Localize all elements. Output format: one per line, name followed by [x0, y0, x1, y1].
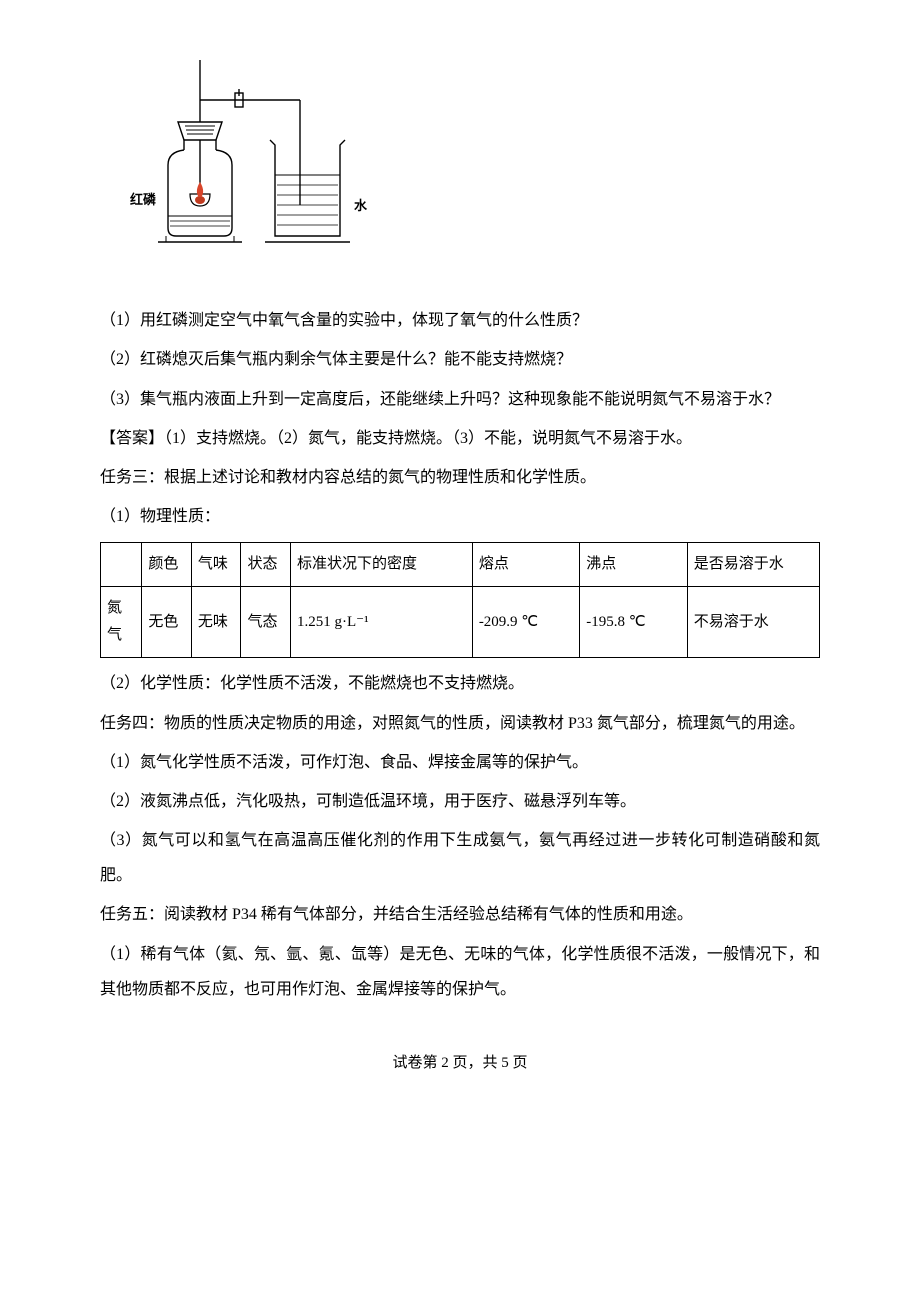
question-1: （1）用红磷测定空气中氧气含量的实验中，体现了氧气的什么性质？ [100, 303, 820, 338]
task5-title: 任务五：阅读教材 P34 稀有气体部分，并结合生活经验总结稀有气体的性质和用途。 [100, 897, 820, 932]
task4-title: 任务四：物质的性质决定物质的用途，对照氮气的性质，阅读教材 P33 氮气部分，梳… [100, 706, 820, 741]
apparatus-diagram: 红磷 水 [130, 60, 820, 293]
table-header-cell: 标准状况下的密度 [291, 543, 473, 587]
task3-title: 任务三：根据上述讨论和教材内容总结的氮气的物理性质和化学性质。 [100, 460, 820, 495]
label-water: 水 [354, 198, 368, 213]
table-header-cell: 是否易溶于水 [687, 543, 819, 587]
table-header-cell [101, 543, 142, 587]
table-cell: 无色 [142, 587, 192, 658]
task3-phys-label: （1）物理性质： [100, 499, 820, 534]
label-phosphorus: 红磷 [130, 192, 157, 207]
table-header-row: 颜色 气味 状态 标准状况下的密度 熔点 沸点 是否易溶于水 [101, 543, 820, 587]
table-cell: 气态 [241, 587, 291, 658]
question-2: （2）红磷熄灭后集气瓶内剩余气体主要是什么？能不能支持燃烧？ [100, 342, 820, 377]
page-footer: 试卷第 2 页，共 5 页 [100, 1047, 820, 1080]
table-header-cell: 沸点 [580, 543, 687, 587]
table-header-cell: 颜色 [142, 543, 192, 587]
task4-item-3: （3）氮气可以和氢气在高温高压催化剂的作用下生成氨气，氨气再经过进一步转化可制造… [100, 823, 820, 893]
table-header-cell: 气味 [191, 543, 241, 587]
task4-item-1: （1）氮气化学性质不活泼，可作灯泡、食品、焊接金属等的保护气。 [100, 745, 820, 780]
table-cell: 氮气 [101, 587, 142, 658]
table-header-cell: 熔点 [472, 543, 579, 587]
answer-text: 【答案】（1）支持燃烧。（2）氮气，能支持燃烧。（3）不能，说明氮气不易溶于水。 [100, 421, 820, 456]
table-cell: 1.251 g·L⁻¹ [291, 587, 473, 658]
properties-table: 颜色 气味 状态 标准状况下的密度 熔点 沸点 是否易溶于水 氮气 无色 无味 … [100, 542, 820, 658]
table-cell: -209.9 ℃ [472, 587, 579, 658]
table-header-cell: 状态 [241, 543, 291, 587]
table-cell: -195.8 ℃ [580, 587, 687, 658]
question-3: （3）集气瓶内液面上升到一定高度后，还能继续上升吗？这种现象能不能说明氮气不易溶… [100, 382, 820, 417]
table-row: 氮气 无色 无味 气态 1.251 g·L⁻¹ -209.9 ℃ -195.8 … [101, 587, 820, 658]
task5-item-1: （1）稀有气体（氦、氖、氩、氪、氙等）是无色、无味的气体，化学性质很不活泼，一般… [100, 937, 820, 1007]
table-cell: 无味 [191, 587, 241, 658]
task3-chem: （2）化学性质：化学性质不活泼，不能燃烧也不支持燃烧。 [100, 666, 820, 701]
table-cell: 不易溶于水 [687, 587, 819, 658]
task4-item-2: （2）液氮沸点低，汽化吸热，可制造低温环境，用于医疗、磁悬浮列车等。 [100, 784, 820, 819]
